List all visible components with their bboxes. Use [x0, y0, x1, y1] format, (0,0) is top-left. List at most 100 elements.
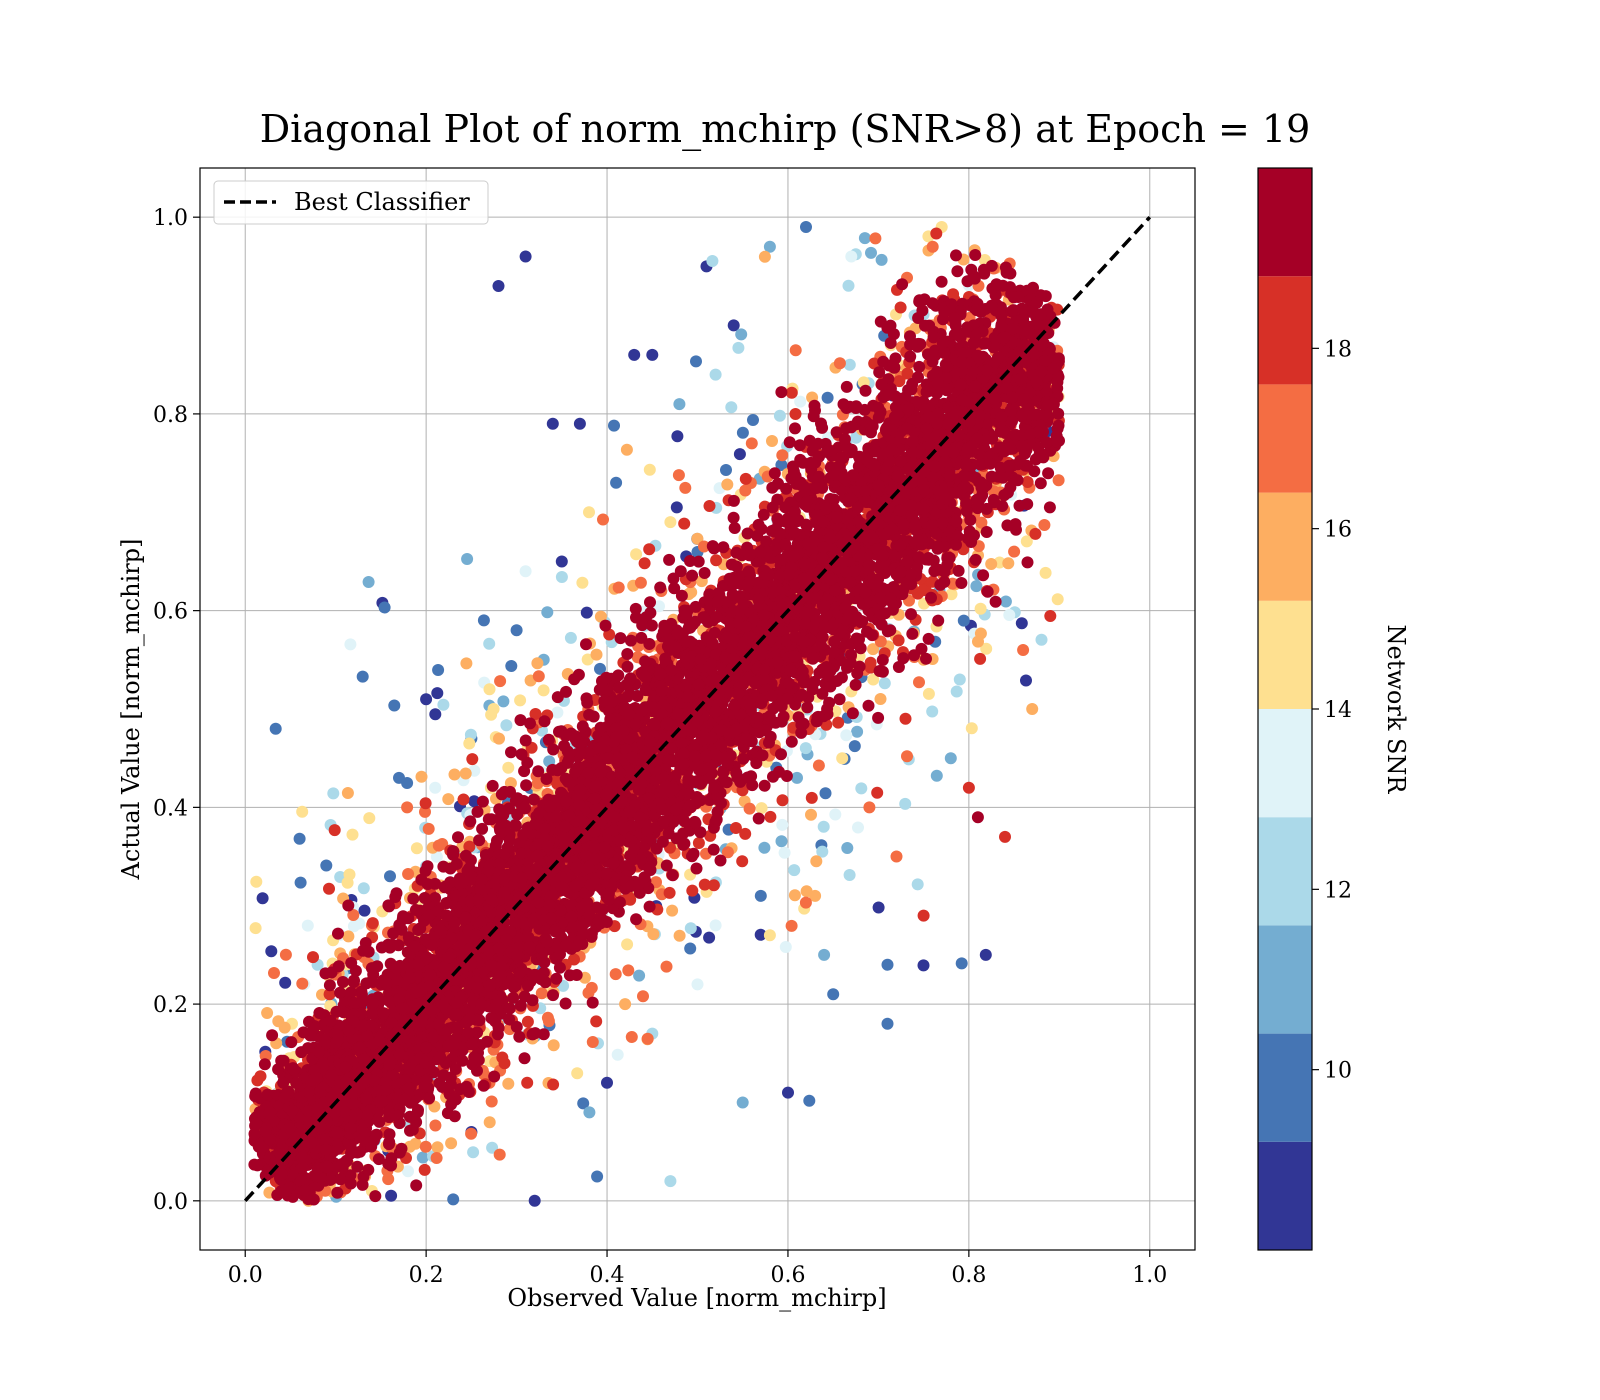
scatter-point — [1039, 566, 1052, 579]
scatter-point — [429, 781, 442, 794]
scatter-point — [362, 576, 375, 588]
scatter-point — [547, 1078, 560, 1091]
scatter-point — [448, 768, 461, 781]
scatter-point — [996, 471, 1009, 484]
scatter-point — [1020, 535, 1033, 548]
scatter-point — [646, 348, 659, 361]
scatter-point — [827, 988, 840, 1001]
scatter-point — [654, 581, 667, 594]
scatter-point — [249, 922, 262, 935]
scatter-point — [385, 1152, 398, 1165]
scatter-point — [521, 1076, 534, 1089]
scatter-point — [788, 889, 801, 902]
scatter-point — [664, 516, 677, 529]
scatter-point — [614, 632, 627, 645]
scatter-point — [692, 837, 705, 849]
scatter-point — [721, 846, 734, 859]
scatter-point — [1026, 703, 1039, 715]
scatter-point — [775, 459, 788, 471]
scatter-point — [706, 255, 719, 267]
scatter-point — [419, 1140, 432, 1153]
scatter-point — [758, 841, 771, 854]
scatter-point — [1042, 467, 1055, 480]
scatter-point — [477, 1079, 490, 1092]
scatter-point — [1020, 674, 1032, 687]
scatter-point — [429, 1119, 442, 1132]
scatter-point — [528, 1194, 541, 1207]
scatter-point — [985, 470, 998, 483]
scatter-point — [445, 1137, 458, 1150]
scatter-point — [541, 606, 554, 619]
scatter-point — [358, 904, 371, 917]
scatter-point — [1021, 476, 1034, 488]
scatter-point — [913, 676, 925, 689]
scatter-point — [735, 328, 748, 341]
scatter-point — [293, 832, 306, 845]
scatter-point — [944, 752, 957, 765]
chart-title: Diagonal Plot of norm_mchirp (SNR>8) at … — [260, 107, 1311, 152]
scatter-point — [843, 869, 856, 881]
scatter-point — [547, 989, 559, 1002]
scatter-point — [926, 240, 939, 253]
scatter-point — [803, 1094, 816, 1107]
scatter-point — [437, 1069, 450, 1082]
scatter-point — [980, 642, 993, 655]
scatter-point — [977, 569, 990, 582]
scatter-point — [296, 805, 309, 818]
scatter-point — [431, 1141, 444, 1154]
scatter-point — [463, 737, 476, 750]
scatter-point — [818, 948, 831, 961]
scatter-point — [279, 976, 292, 989]
scatter-point — [917, 909, 930, 922]
scatter-point — [709, 919, 722, 932]
scatter-point — [476, 795, 489, 808]
scatter-point — [418, 892, 431, 904]
scatter-point — [776, 449, 789, 462]
scatter-point — [667, 572, 680, 585]
scatter-point — [495, 788, 508, 801]
scatter-point — [419, 805, 431, 818]
scatter-point — [559, 997, 572, 1010]
scatter-point — [620, 443, 633, 456]
scatter-point — [580, 638, 592, 651]
scatter-point — [550, 972, 563, 985]
scatter-point — [805, 791, 818, 804]
scatter-point — [840, 729, 853, 742]
scatter-point — [573, 417, 586, 430]
scatter-point — [869, 232, 882, 245]
scatter-point — [739, 827, 752, 840]
scatter-point — [785, 386, 798, 399]
scatter-point — [911, 878, 924, 891]
scatter-point — [691, 978, 704, 991]
scatter-point — [344, 1177, 357, 1190]
scatter-point — [922, 687, 935, 700]
scatter-point — [555, 571, 568, 583]
scatter-point — [894, 301, 907, 314]
scatter-point — [416, 1151, 429, 1164]
scatter-point — [725, 401, 738, 414]
scatter-point — [285, 1036, 298, 1049]
scatter-point — [261, 1007, 274, 1019]
scatter-point — [663, 886, 676, 899]
scatter-point — [415, 770, 428, 783]
scatter-point — [930, 769, 943, 782]
scatter-point — [845, 250, 858, 263]
scatter-point — [570, 969, 583, 981]
scatter-point — [739, 472, 752, 485]
scatter-point — [418, 1163, 431, 1176]
scatter-point — [320, 859, 333, 872]
scatter-point — [331, 1186, 344, 1199]
scatter-point — [492, 280, 505, 292]
scatter-point — [612, 669, 625, 682]
scatter-point — [344, 638, 357, 651]
scatter-point — [935, 275, 948, 288]
scatter-point — [775, 835, 788, 848]
scatter-point — [597, 513, 609, 526]
scatter-point — [497, 695, 510, 708]
scatter-point — [985, 558, 998, 570]
plot-area: 0.0 0.2 0.4 0.6 0.8 1.0 0.00.20.40.60.81.0 — [153, 167, 1196, 1288]
scatter-point — [881, 1017, 894, 1030]
scatter-point — [926, 705, 939, 718]
scatter-point — [862, 699, 875, 712]
scatter-point — [729, 822, 742, 834]
